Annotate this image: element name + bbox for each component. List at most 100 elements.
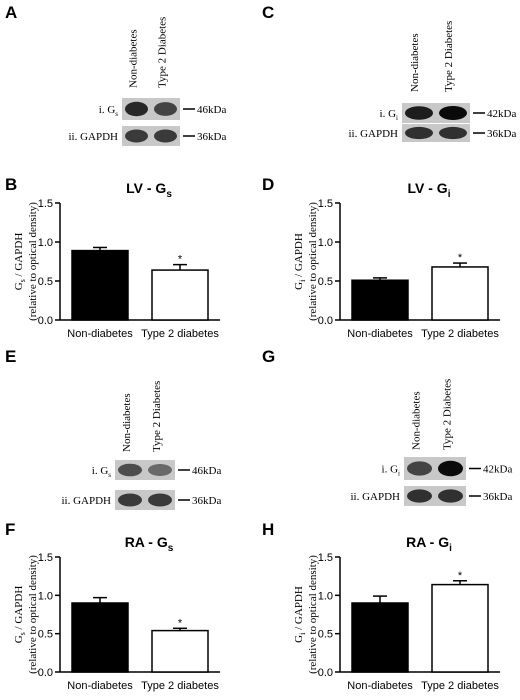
- blot-band: [154, 102, 177, 116]
- panel-letter: G: [262, 347, 275, 366]
- panel-letter: F: [5, 520, 15, 539]
- text-part: s: [108, 471, 111, 479]
- lane-label: Type 2 Diabetes: [151, 381, 163, 452]
- text-part: i. G: [380, 108, 397, 120]
- marker-label: 36kDa: [487, 128, 516, 140]
- y-axis-label: (relative to optical density): [307, 202, 319, 321]
- chart-title: RA - Gi: [406, 534, 452, 554]
- y-tick-label: 0.5: [318, 629, 333, 641]
- panel-letter: B: [5, 175, 17, 194]
- blot-band: [439, 106, 467, 120]
- chart-title: RA - Gs: [125, 534, 174, 554]
- marker-label: 46kDa: [192, 465, 221, 477]
- blot-band: [438, 460, 463, 477]
- bar: [71, 249, 129, 321]
- chart-title: LV - Gs: [126, 180, 172, 200]
- bar: [431, 583, 489, 673]
- panel-letter: D: [262, 175, 274, 194]
- blot-band: [148, 464, 172, 476]
- text-part: s: [18, 279, 27, 282]
- y-axis-label: Gs / GAPDH: [13, 233, 27, 291]
- significance-mark: *: [178, 617, 183, 629]
- marker-label: 36kDa: [192, 495, 221, 507]
- text-part: i: [398, 470, 400, 478]
- y-tick-label: 0.5: [38, 629, 53, 641]
- text-part: s: [115, 110, 118, 118]
- y-axis-label: (relative to optical density): [307, 555, 319, 674]
- significance-mark: *: [178, 254, 183, 266]
- text-part: / GAPDH: [293, 586, 305, 633]
- panel-letter: C: [262, 3, 274, 22]
- significance-mark: *: [458, 570, 463, 582]
- row-label: i. Gs: [92, 465, 112, 479]
- lane-label: Type 2 Diabetes: [441, 379, 453, 450]
- text-part: ii. GAPDH: [68, 131, 118, 143]
- row-label: ii. GAPDH: [348, 128, 398, 140]
- y-tick-label: 0.5: [38, 276, 53, 288]
- lane-label: Type 2 Diabetes: [157, 17, 169, 88]
- y-tick-label: 0.0: [318, 667, 333, 679]
- marker-label: 46kDa: [197, 104, 226, 116]
- bar: [431, 266, 489, 321]
- row-label: i. Gs: [99, 104, 119, 118]
- y-tick-label: 1.5: [38, 198, 53, 210]
- panel-letter: H: [262, 520, 274, 539]
- text-part: ii. GAPDH: [350, 491, 400, 503]
- y-tick-label: 0.0: [38, 667, 53, 679]
- text-part: i: [298, 279, 307, 282]
- lane-label: Non-diabetes: [128, 29, 140, 88]
- text-part: i: [448, 189, 451, 200]
- panel-letter: E: [5, 347, 16, 366]
- x-tick-label: Type 2 diabetes: [141, 328, 219, 340]
- marker-label: 36kDa: [483, 491, 512, 503]
- x-tick-label: Non-diabetes: [67, 680, 133, 692]
- text-part: s: [166, 189, 172, 200]
- row-label: ii. GAPDH: [68, 131, 118, 143]
- blot-band: [118, 493, 142, 507]
- y-axis-label: Gi / GAPDH: [293, 586, 307, 643]
- x-tick-label: Type 2 diabetes: [141, 680, 219, 692]
- y-tick-label: 1.0: [318, 590, 333, 602]
- text-part: / GAPDH: [293, 233, 305, 280]
- bar: [71, 602, 129, 673]
- y-tick-label: 1.5: [318, 198, 333, 210]
- text-part: LV - G: [126, 180, 166, 196]
- y-tick-label: 1.0: [318, 237, 333, 249]
- text-part: / GAPDH: [13, 233, 25, 280]
- y-axis-label: Gs / GAPDH: [13, 586, 27, 644]
- bar: [351, 602, 409, 673]
- y-tick-label: 0.0: [318, 315, 333, 327]
- bar: [151, 269, 209, 321]
- text-part: RA - G: [125, 534, 168, 550]
- lane-label: Non-diabetes: [409, 33, 421, 92]
- text-part: i. G: [382, 464, 399, 476]
- chart-title: LV - Gi: [408, 180, 451, 200]
- text-part: i: [449, 543, 452, 554]
- marker-label: 42kDa: [483, 464, 512, 476]
- text-part: / GAPDH: [13, 586, 25, 633]
- text-part: G: [293, 282, 305, 290]
- panel-letter: A: [5, 3, 17, 22]
- y-tick-label: 1.5: [38, 552, 53, 564]
- y-tick-label: 1.0: [38, 590, 53, 602]
- y-axis-label: (relative to optical density): [27, 555, 39, 674]
- blot-band: [125, 101, 148, 117]
- text-part: G: [13, 282, 25, 290]
- blot-band: [438, 489, 463, 503]
- blot-band: [405, 126, 433, 140]
- blot-band: [118, 463, 142, 477]
- text-part: i. G: [92, 465, 109, 477]
- blot-band: [148, 493, 172, 507]
- x-tick-label: Type 2 diabetes: [421, 328, 499, 340]
- x-tick-label: Type 2 diabetes: [421, 680, 499, 692]
- lane-label: Type 2 Diabetes: [443, 21, 455, 92]
- lane-label: Non-diabetes: [410, 391, 422, 450]
- lane-label: Non-diabetes: [121, 393, 133, 452]
- blot-band: [125, 129, 148, 143]
- blot-band: [407, 461, 432, 476]
- text-part: RA - G: [406, 534, 449, 550]
- y-axis-label: (relative to optical density): [27, 202, 39, 321]
- text-part: s: [18, 632, 27, 635]
- bar: [351, 279, 409, 321]
